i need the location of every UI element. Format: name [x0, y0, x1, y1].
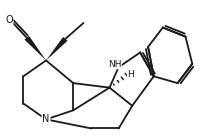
Polygon shape	[25, 36, 46, 60]
Text: NH: NH	[108, 60, 121, 69]
Polygon shape	[46, 37, 68, 60]
Text: H: H	[127, 70, 134, 79]
Text: O: O	[5, 15, 13, 25]
Text: N: N	[42, 114, 50, 124]
